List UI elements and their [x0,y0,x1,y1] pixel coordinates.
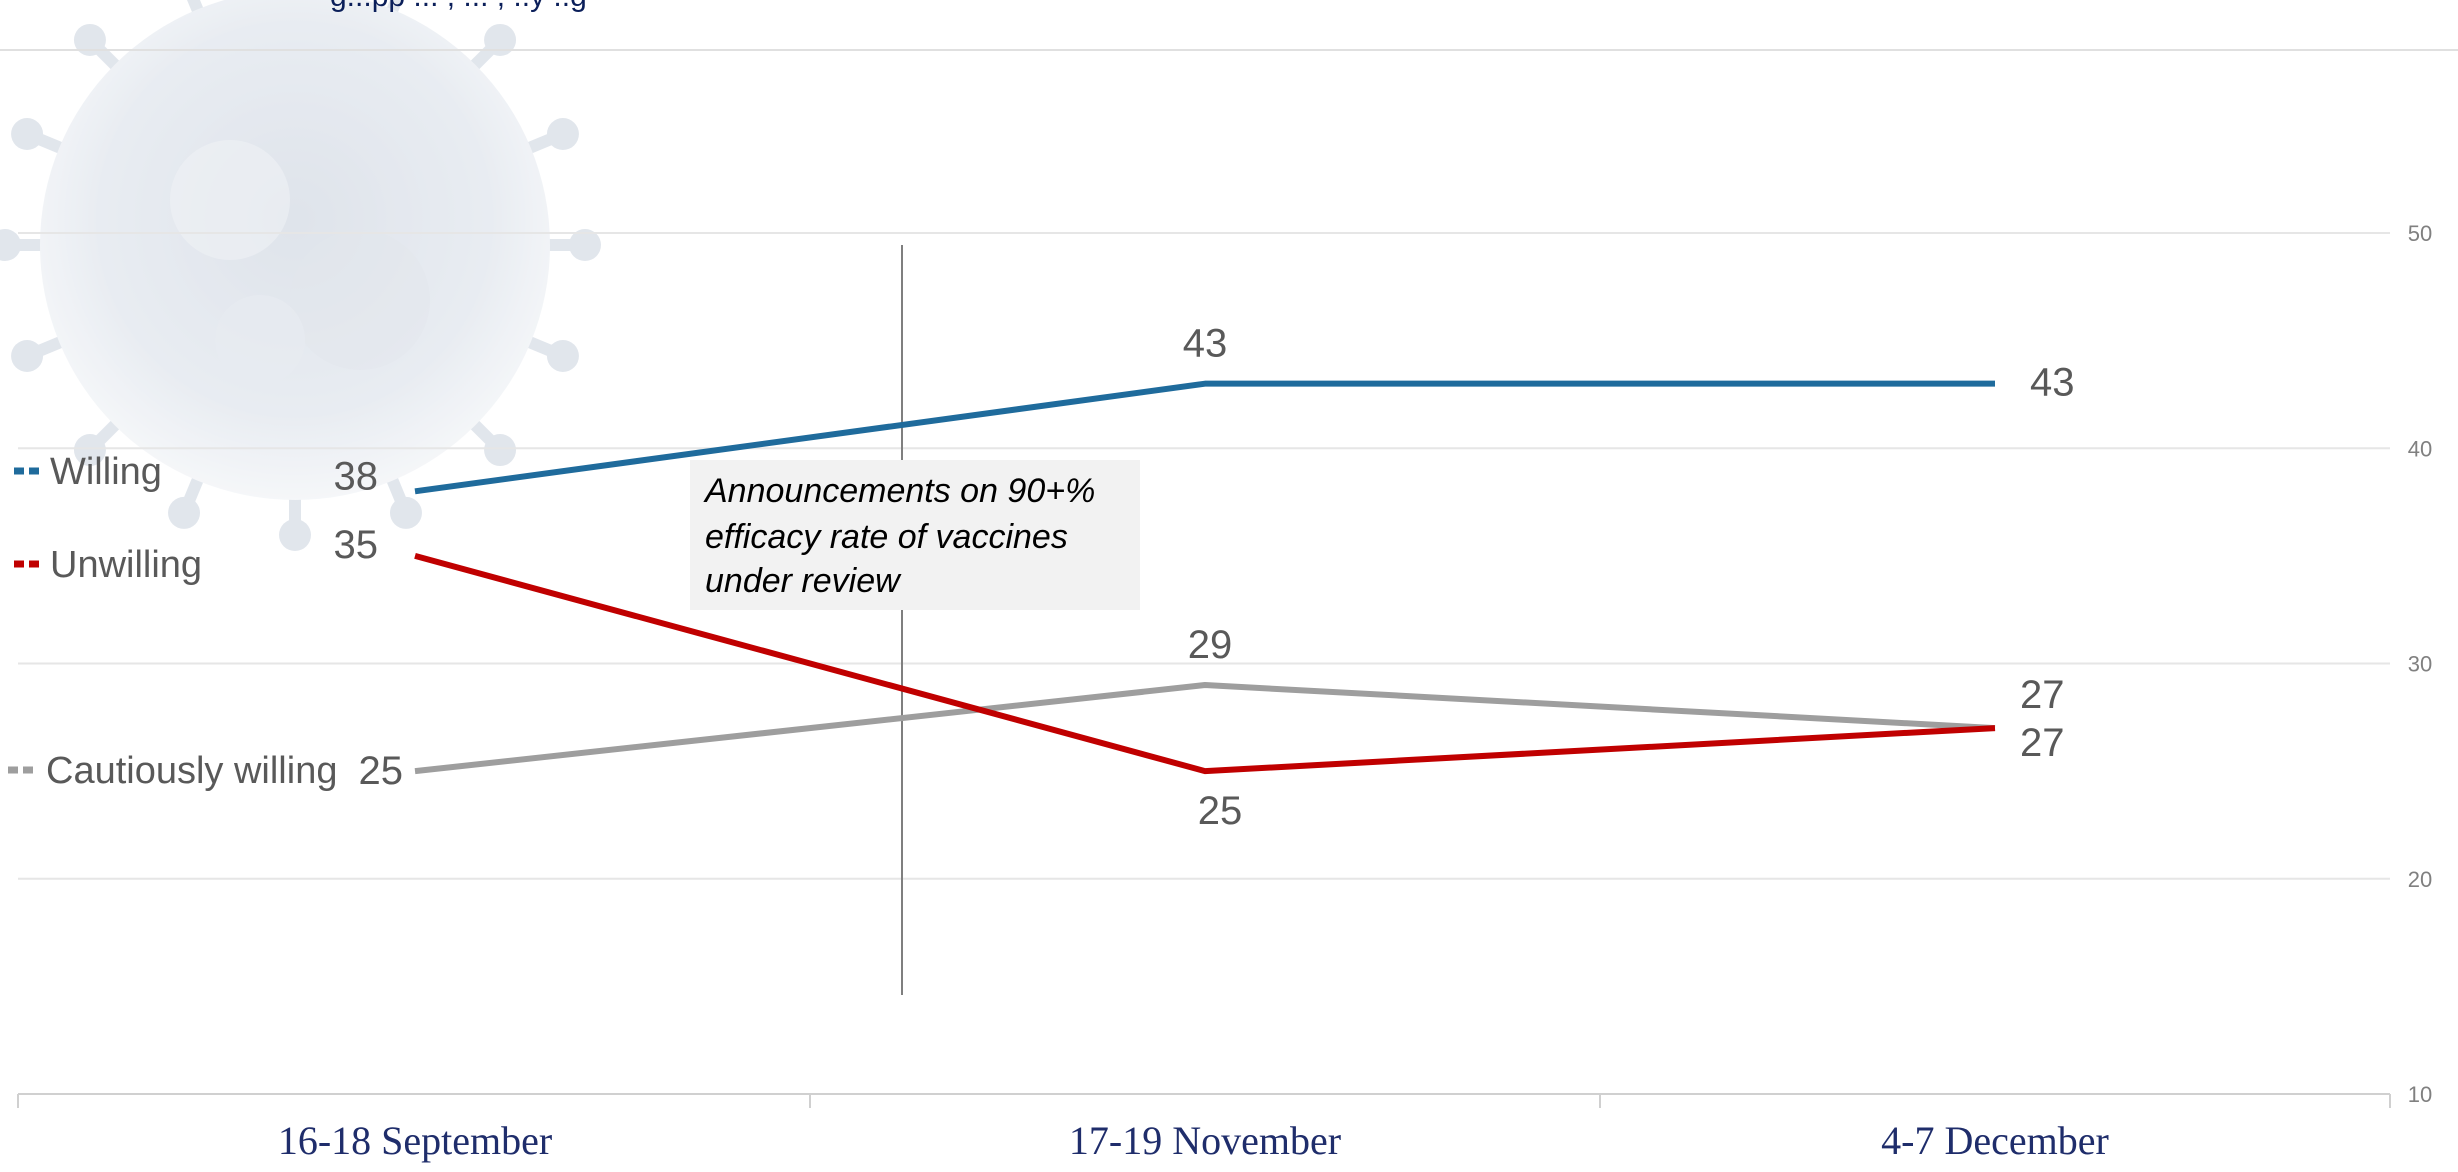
data-label-unwilling: 25 [1198,789,1243,833]
data-labels: 38 43 43 35 25 27 25 29 27 [334,322,2075,833]
series-line-willing [414,380,1995,495]
series-line-unwilling [414,552,1996,775]
data-label-willing: 43 [1183,322,1228,366]
gridlines [18,232,2390,880]
virus-spike-tip [73,434,106,467]
legend-label-willing: Willing [50,451,162,493]
x-category-label: 17-19 November [1069,1118,1341,1163]
data-label-cautiously-willing: 27 [2020,673,2065,717]
annotation-line-3: under review [705,562,902,600]
legend-label-unwilling: Unwilling [50,544,202,586]
data-label-cautiously-willing: 25 [359,749,404,793]
data-label-unwilling: 35 [334,523,379,567]
y-tick-label: 20 [2408,867,2432,892]
legend: Willing Unwilling Cautiously willing [8,451,337,792]
virus-spike-tip [11,118,44,151]
virus-spike-tip [168,496,201,529]
virus-spike-tip [546,339,579,372]
x-category-label: 4-7 December [1881,1118,2109,1163]
annotation-line-1: Announcements on 90+% [703,472,1095,510]
virus-spike-tip [279,519,311,551]
annotation-line-2: efficacy rate of vaccines [705,518,1068,556]
virus-spike-tip [73,23,106,56]
virus-spike-tip [569,229,601,261]
virus-spike-tip [389,496,422,529]
series-line-cautiously-willing [414,682,1996,775]
virus-spike-tip [546,118,579,151]
y-axis: 10 20 30 40 50 [2408,221,2432,1107]
y-tick-label: 40 [2408,436,2432,461]
data-label-unwilling: 27 [2020,721,2065,765]
data-label-willing: 43 [2030,361,2075,405]
virus-spike-tip [484,23,517,56]
data-label-willing: 38 [334,454,379,498]
virus-spike-tip [0,229,21,261]
virus-illustration [0,0,601,551]
data-label-cautiously-willing: 29 [1188,623,1233,667]
x-category-label: 16-18 September [278,1118,552,1163]
header-subtitle: g...pp ... , ... , ..y ..g [330,0,587,13]
virus-spike-tip [484,434,517,467]
x-axis: 16-18 September 17-19 November 4-7 Decembe… [17,1093,2391,1163]
legend-label-cautiously-willing: Cautiously willing [46,750,337,792]
y-tick-label: 30 [2408,652,2432,677]
y-tick-label: 10 [2408,1082,2432,1107]
y-tick-label: 50 [2408,221,2432,246]
series-lines [414,380,1996,775]
annotation-box [690,460,1140,610]
virus-spike-tip [11,339,44,372]
